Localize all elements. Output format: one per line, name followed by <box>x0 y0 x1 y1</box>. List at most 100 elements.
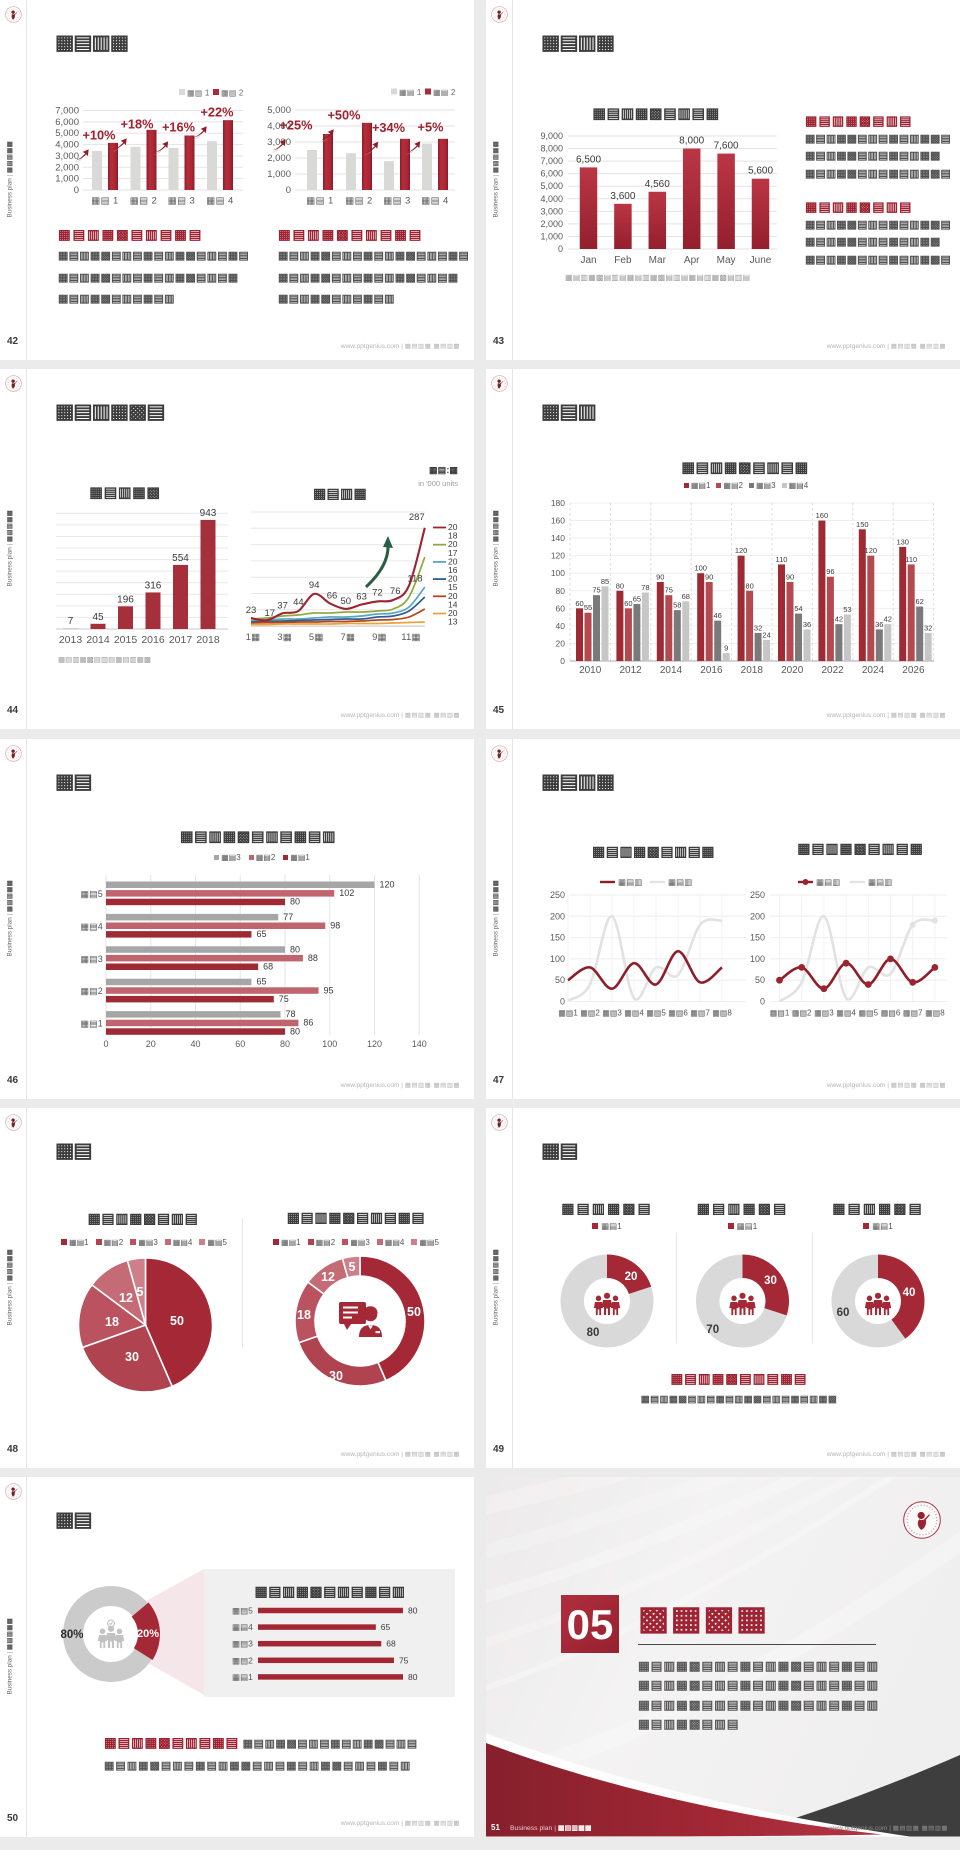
svg-text:40: 40 <box>556 621 566 631</box>
svg-text:▦▤ 2: ▦▤ 2 <box>345 196 372 207</box>
svg-text:▦▤ 1: ▦▤ 1 <box>91 196 118 207</box>
svg-text:13: 13 <box>448 617 458 627</box>
svg-text:▦▤ 1: ▦▤ 1 <box>306 196 333 207</box>
svg-text:200: 200 <box>750 911 765 921</box>
svg-text:17: 17 <box>448 548 458 558</box>
svg-text:1,000: 1,000 <box>267 169 291 180</box>
svg-text:0: 0 <box>558 244 563 254</box>
svg-text:9: 9 <box>724 644 728 653</box>
svg-text:63: 63 <box>356 591 367 602</box>
svg-text:▦▤▥: ▦▤▥ <box>668 877 692 887</box>
svg-text:95: 95 <box>324 985 334 995</box>
svg-text:36: 36 <box>803 620 811 629</box>
svg-text:18: 18 <box>297 1308 311 1322</box>
svg-text:30: 30 <box>764 1275 777 1287</box>
svg-text:+5%: +5% <box>418 120 445 135</box>
svg-text:11▦: 11▦ <box>401 632 420 643</box>
svg-text:05: 05 <box>567 1601 614 1648</box>
svg-text:+22%: +22% <box>200 105 234 120</box>
svg-text:2024: 2024 <box>862 665 885 676</box>
svg-text:80: 80 <box>280 1039 290 1049</box>
svg-text:30: 30 <box>329 1369 343 1383</box>
svg-text:250: 250 <box>550 890 565 900</box>
svg-text:100: 100 <box>551 568 565 578</box>
svg-text:60: 60 <box>624 599 632 608</box>
svg-text:24: 24 <box>762 630 770 639</box>
svg-text:40: 40 <box>190 1039 200 1049</box>
svg-text:90: 90 <box>705 573 713 582</box>
svg-text:60: 60 <box>575 599 583 608</box>
svg-text:20: 20 <box>448 591 458 601</box>
svg-text:▦▤1: ▦▤1 <box>558 1009 578 1018</box>
svg-text:80: 80 <box>290 1026 300 1036</box>
svg-text:180: 180 <box>551 498 565 508</box>
svg-text:▦▤ 4: ▦▤ 4 <box>206 196 233 207</box>
svg-text:2022: 2022 <box>821 665 844 676</box>
svg-text:75: 75 <box>592 586 600 595</box>
svg-text:▦▤7: ▦▤7 <box>903 1009 923 1018</box>
svg-text:6,000: 6,000 <box>55 117 79 128</box>
svg-text:94: 94 <box>309 580 320 591</box>
svg-text:23: 23 <box>246 605 257 616</box>
svg-text:60: 60 <box>235 1039 245 1049</box>
svg-text:65: 65 <box>256 977 266 987</box>
svg-text:7: 7 <box>68 616 74 627</box>
svg-text:80: 80 <box>745 581 753 590</box>
svg-text:0: 0 <box>560 997 565 1007</box>
svg-text:100: 100 <box>750 954 765 964</box>
svg-text:9▦: 9▦ <box>372 632 387 643</box>
svg-text:2014: 2014 <box>660 665 683 676</box>
svg-text:150: 150 <box>856 520 869 529</box>
svg-text:4,000: 4,000 <box>267 121 291 132</box>
svg-text:20: 20 <box>556 638 566 648</box>
svg-text:▦▤ 3: ▦▤ 3 <box>383 196 410 207</box>
svg-text:20: 20 <box>448 539 458 549</box>
svg-text:100: 100 <box>322 1039 337 1049</box>
svg-text:5,000: 5,000 <box>267 105 291 116</box>
svg-text:+10%: +10% <box>82 128 116 143</box>
svg-text:20: 20 <box>448 556 458 566</box>
svg-text:5,600: 5,600 <box>748 166 773 177</box>
svg-text:2010: 2010 <box>579 665 602 676</box>
svg-text:53: 53 <box>843 605 851 614</box>
svg-text:42: 42 <box>835 615 843 624</box>
svg-text:▦▤ 2: ▦▤ 2 <box>433 88 456 97</box>
svg-text:5▦: 5▦ <box>309 632 324 643</box>
svg-text:100: 100 <box>694 564 707 573</box>
svg-text:15: 15 <box>448 582 458 592</box>
svg-text:62: 62 <box>916 597 924 606</box>
svg-text:16: 16 <box>448 565 458 575</box>
svg-text:85: 85 <box>601 577 609 586</box>
svg-text:▦▤2: ▦▤2 <box>232 1655 253 1665</box>
svg-text:2013: 2013 <box>59 634 83 646</box>
svg-text:120: 120 <box>865 546 878 555</box>
svg-text:78: 78 <box>286 1009 296 1019</box>
svg-text:2014: 2014 <box>86 634 110 646</box>
svg-text:110: 110 <box>905 555 917 564</box>
svg-text:3,000: 3,000 <box>267 137 291 148</box>
svg-text:▦▤5: ▦▤5 <box>646 1009 666 1018</box>
svg-text:36: 36 <box>875 620 883 629</box>
svg-text:316: 316 <box>145 580 162 591</box>
svg-text:2012: 2012 <box>619 665 642 676</box>
svg-text:60: 60 <box>556 603 566 613</box>
svg-text:150: 150 <box>550 933 565 943</box>
svg-text:2018: 2018 <box>196 634 220 646</box>
svg-text:78: 78 <box>641 583 649 592</box>
svg-text:80: 80 <box>408 1606 418 1616</box>
svg-text:▦▤ 4: ▦▤ 4 <box>421 196 448 207</box>
svg-text:250: 250 <box>750 890 765 900</box>
svg-text:65: 65 <box>381 1622 391 1632</box>
svg-text:▦▤3: ▦▤3 <box>814 1009 834 1018</box>
svg-text:4,000: 4,000 <box>55 140 79 151</box>
svg-text:68: 68 <box>386 1639 396 1649</box>
svg-text:75: 75 <box>665 586 673 595</box>
svg-text:1,000: 1,000 <box>540 231 563 241</box>
svg-text:▦▤ 1: ▦▤ 1 <box>187 89 210 98</box>
svg-text:0: 0 <box>760 997 765 1007</box>
svg-text:75: 75 <box>279 994 289 1004</box>
svg-text:90: 90 <box>786 573 794 582</box>
svg-text:54: 54 <box>794 604 802 613</box>
svg-text:20: 20 <box>448 608 458 618</box>
svg-text:118: 118 <box>407 574 422 585</box>
